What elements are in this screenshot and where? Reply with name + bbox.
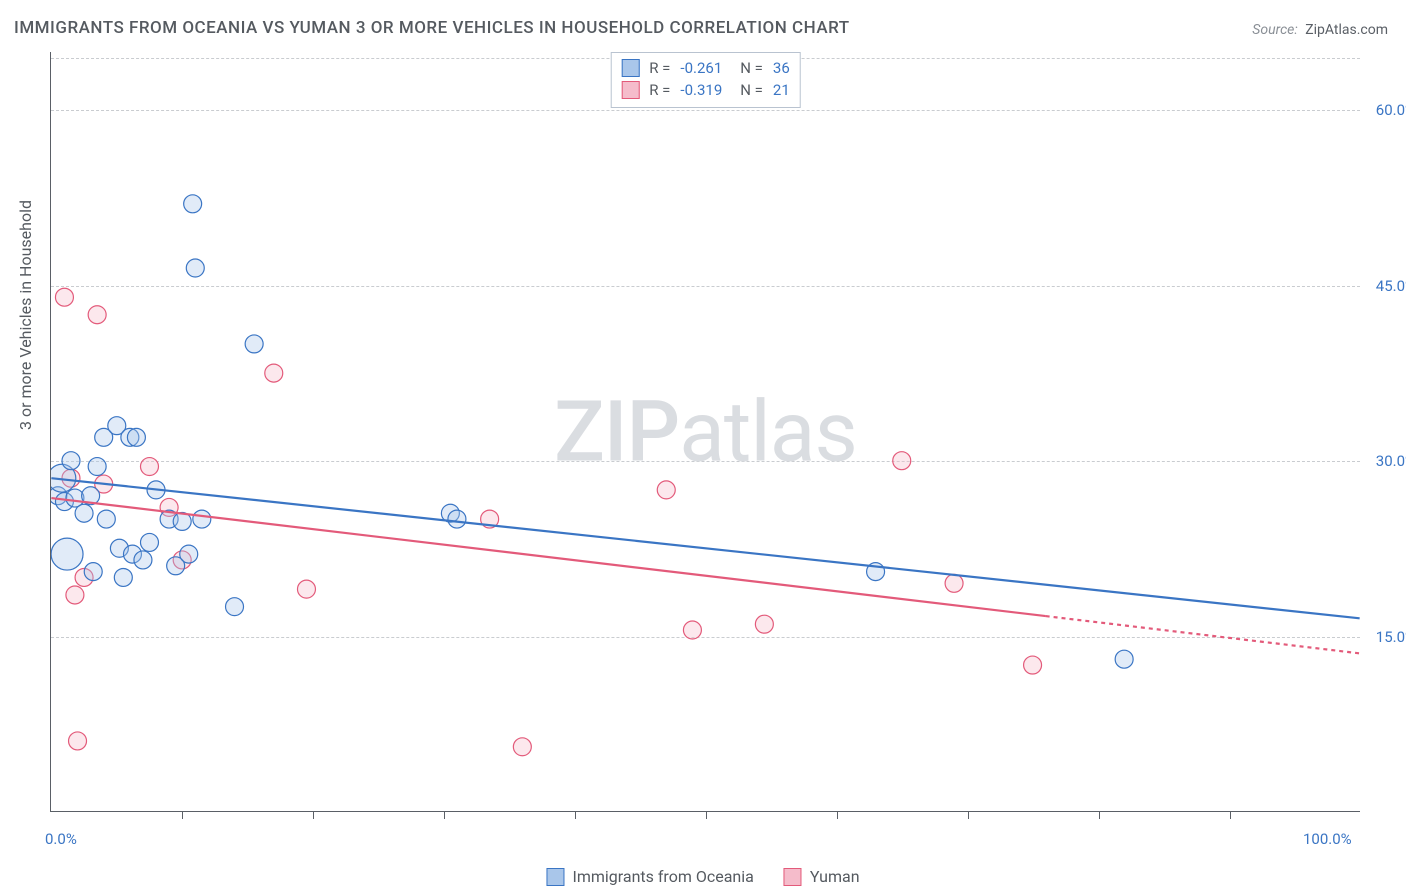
- x-tick: [1099, 811, 1100, 819]
- trend-line: [51, 498, 1045, 616]
- data-point: [66, 586, 84, 604]
- x-tick-label: 0.0%: [45, 830, 77, 848]
- data-point: [448, 510, 466, 528]
- trend-line: [1046, 616, 1360, 653]
- legend-correlation: R = -0.261 N = 36 R = -0.319 N = 21: [610, 52, 801, 108]
- data-point: [55, 288, 73, 306]
- x-tick: [1230, 811, 1231, 819]
- data-point: [75, 504, 93, 522]
- data-point: [945, 574, 963, 592]
- source-attribution: Source: ZipAtlas.com: [1252, 22, 1388, 38]
- data-point: [755, 615, 773, 633]
- y-tick-label: 60.0%: [1376, 101, 1406, 119]
- y-tick-label: 30.0%: [1376, 452, 1406, 470]
- trend-line: [51, 478, 1359, 618]
- x-tick: [444, 811, 445, 819]
- data-point: [186, 259, 204, 277]
- data-point: [513, 738, 531, 756]
- x-tick: [575, 811, 576, 819]
- data-point: [893, 452, 911, 470]
- x-tick: [313, 811, 314, 819]
- legend-swatch-1: [621, 81, 639, 99]
- data-point: [134, 551, 152, 569]
- legend-swatch-0: [621, 59, 639, 77]
- legend-swatch-0b: [546, 868, 564, 886]
- y-tick-label: 45.0%: [1376, 277, 1406, 295]
- data-point: [180, 545, 198, 563]
- x-tick-label: 100.0%: [1303, 830, 1352, 848]
- data-point: [1024, 656, 1042, 674]
- data-point: [97, 510, 115, 528]
- data-point: [683, 621, 701, 639]
- x-tick: [968, 811, 969, 819]
- data-point: [69, 732, 87, 750]
- data-point: [226, 598, 244, 616]
- y-axis-label: 3 or more Vehicles in Household: [16, 200, 35, 430]
- x-tick: [837, 811, 838, 819]
- data-point: [265, 364, 283, 382]
- legend-label-1: Yuman: [810, 867, 860, 886]
- data-point: [657, 481, 675, 499]
- y-tick-label: 15.0%: [1376, 628, 1406, 646]
- data-point: [184, 195, 202, 213]
- data-point: [84, 563, 102, 581]
- data-point: [297, 580, 315, 598]
- legend-item-1: Yuman: [784, 867, 860, 886]
- data-point: [88, 458, 106, 476]
- x-tick: [182, 811, 183, 819]
- data-point: [140, 458, 158, 476]
- source-value: ZipAtlas.com: [1305, 22, 1388, 38]
- data-point: [1115, 650, 1133, 668]
- plot-area: ZIPatlas R = -0.261 N = 36 R = -0.319 N …: [50, 52, 1360, 812]
- chart-svg: [51, 52, 1360, 811]
- data-point: [62, 452, 80, 470]
- legend-series: Immigrants from Oceania Yuman: [546, 867, 859, 886]
- data-point: [127, 428, 145, 446]
- data-point: [245, 335, 263, 353]
- legend-swatch-1b: [784, 868, 802, 886]
- data-point: [88, 306, 106, 324]
- data-point: [140, 533, 158, 551]
- legend-item-0: Immigrants from Oceania: [546, 867, 753, 886]
- data-point: [114, 568, 132, 586]
- chart-title: IMMIGRANTS FROM OCEANIA VS YUMAN 3 OR MO…: [14, 18, 850, 38]
- legend-label-0: Immigrants from Oceania: [572, 867, 753, 886]
- legend-row-series-1: R = -0.319 N = 21: [621, 79, 790, 101]
- data-point: [51, 538, 83, 570]
- data-point: [193, 510, 211, 528]
- legend-row-series-0: R = -0.261 N = 36: [621, 57, 790, 79]
- x-tick: [706, 811, 707, 819]
- source-label: Source:: [1252, 22, 1297, 38]
